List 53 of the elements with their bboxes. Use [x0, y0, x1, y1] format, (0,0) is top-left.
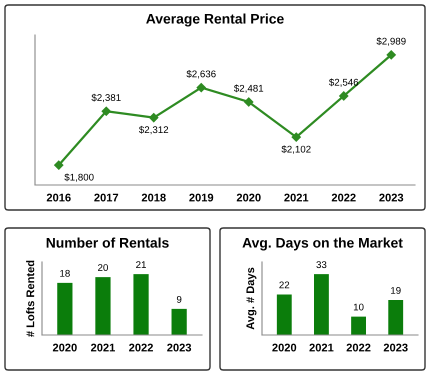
bar: [133, 274, 149, 335]
bar: [388, 300, 404, 335]
x-tick-label: 2019: [189, 194, 214, 202]
x-tick-label: 2021: [309, 344, 334, 352]
data-label: $2,312: [138, 126, 168, 134]
bar: [95, 277, 111, 335]
x-tick-label: 2023: [167, 344, 192, 352]
chart-title: Avg. Days on the Market: [242, 237, 403, 251]
data-label: $2,636: [186, 70, 216, 78]
point: [196, 82, 206, 92]
x-tick-label: 2020: [236, 194, 261, 202]
bar: [314, 274, 329, 335]
data-label: $2,102: [281, 145, 311, 154]
point: [386, 50, 396, 60]
x-tick-label: 2017: [94, 194, 118, 202]
y-axis-title: Avg. # Days: [246, 268, 256, 330]
x-tick-label: 2020: [272, 344, 296, 352]
x-tick-label: 2016: [46, 194, 71, 202]
data-label: $1,800: [64, 173, 94, 182]
data-label: 20: [98, 264, 108, 271]
data-label: $2,381: [91, 94, 121, 102]
data-label: 22: [279, 281, 290, 288]
data-label: 9: [176, 296, 182, 303]
bar: [57, 282, 72, 335]
data-label: 10: [354, 304, 364, 310]
point: [292, 132, 301, 142]
bar: [172, 308, 187, 335]
x-tick-label: 2021: [90, 344, 116, 352]
x-tick-label: 2022: [332, 194, 356, 202]
bar: [276, 294, 292, 335]
x-tick-label: 2018: [142, 194, 166, 202]
data-label: 21: [136, 261, 146, 268]
chart-title: Number of Rentals: [46, 238, 169, 248]
point: [149, 113, 158, 122]
chart-title: Average Rental Price: [146, 13, 284, 27]
x-tick-label: 2023: [379, 194, 404, 202]
data-label: 19: [391, 287, 401, 294]
x-tick-label: 2020: [52, 344, 77, 352]
x-tick-label: 2021: [284, 194, 308, 202]
point: [54, 160, 64, 170]
point: [102, 106, 111, 116]
point: [339, 91, 348, 101]
x-tick-label: 2022: [129, 344, 153, 352]
data-label: 18: [60, 270, 70, 277]
x-tick-label: 2023: [384, 344, 408, 352]
data-label: $2,481: [234, 84, 264, 93]
data-label: 33: [316, 261, 326, 268]
data-label: $2,989: [376, 37, 406, 46]
y-axis-title: # Lofts Rented: [26, 260, 34, 337]
x-tick-label: 2022: [346, 344, 370, 352]
bar: [351, 316, 366, 335]
point: [244, 97, 254, 107]
data-label: $2,546: [328, 78, 358, 87]
